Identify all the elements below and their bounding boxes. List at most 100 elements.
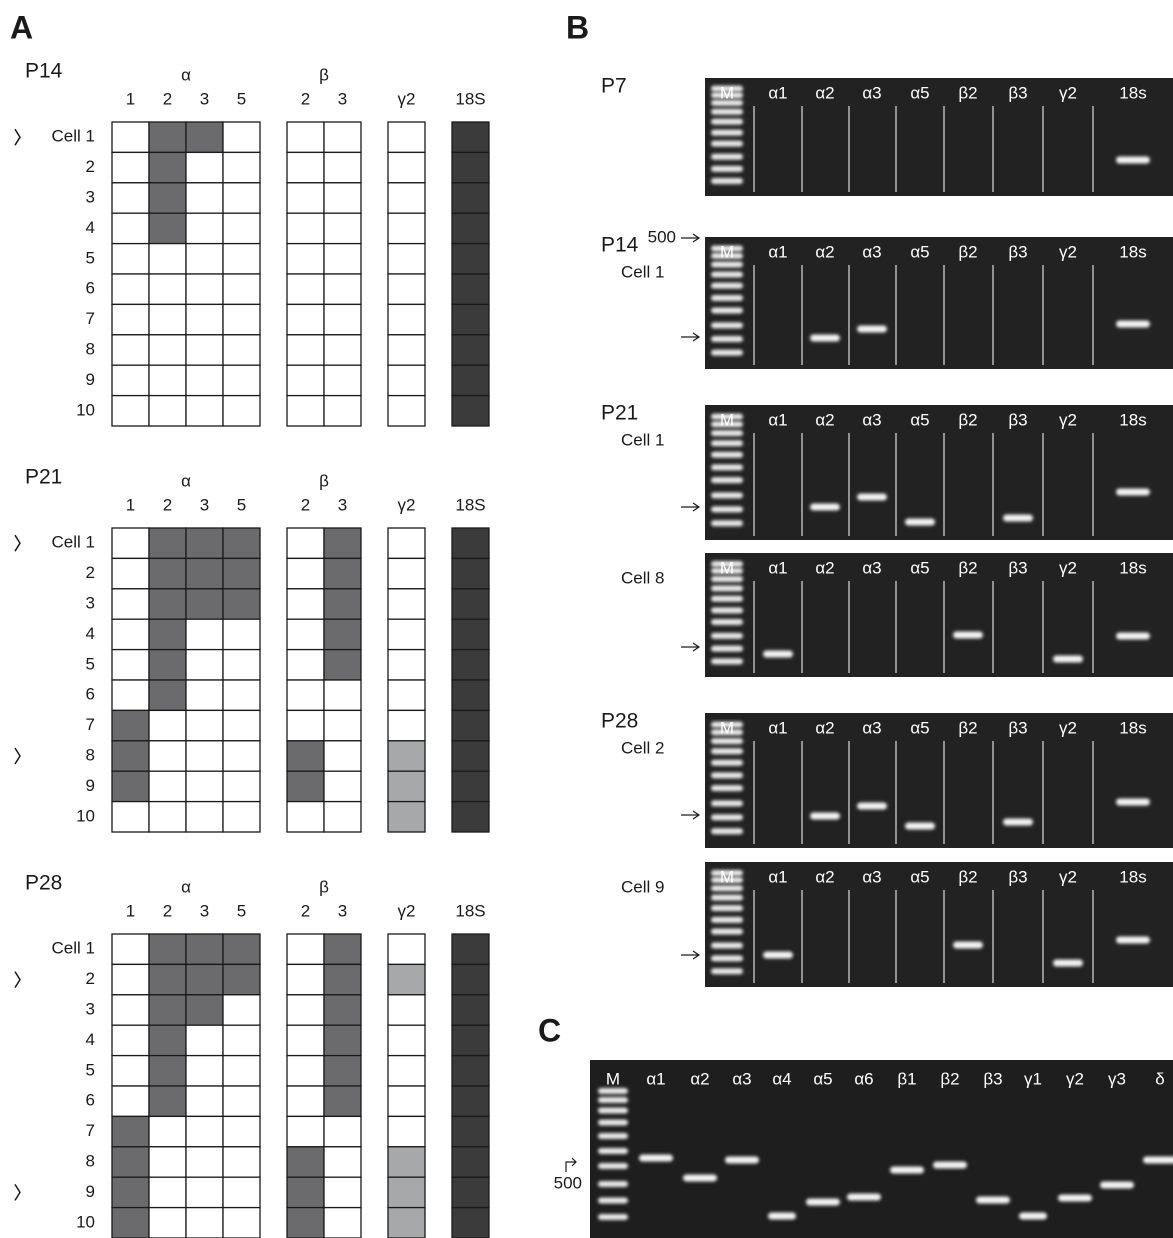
cell xyxy=(223,802,260,832)
cell xyxy=(324,680,361,710)
row-label: 4 xyxy=(86,218,95,237)
gel-band xyxy=(768,1213,796,1220)
cell xyxy=(287,1208,324,1238)
cell xyxy=(112,1086,149,1116)
cell xyxy=(388,558,425,588)
row-label: 6 xyxy=(86,279,95,298)
lane-label: γ2 xyxy=(1066,1069,1084,1088)
lane-label: γ1 xyxy=(1024,1069,1042,1088)
gel-band xyxy=(725,1157,759,1164)
cell xyxy=(452,274,489,304)
arrow xyxy=(681,333,699,341)
cell xyxy=(452,558,489,588)
cell xyxy=(324,213,361,243)
cell xyxy=(186,589,223,619)
ladder-band xyxy=(711,760,743,766)
cell xyxy=(388,152,425,182)
ladder-band xyxy=(711,109,743,115)
cell xyxy=(324,304,361,334)
lane-label: γ2 xyxy=(1059,83,1077,102)
cell xyxy=(324,741,361,771)
lane-label: M xyxy=(720,718,734,737)
cell xyxy=(223,710,260,740)
cell xyxy=(388,1116,425,1146)
panel-label: A xyxy=(10,9,33,45)
cell xyxy=(223,558,260,588)
lane-label: α1 xyxy=(768,558,787,577)
cell xyxy=(149,244,186,274)
column-label: 2 xyxy=(301,495,310,514)
cell xyxy=(223,1177,260,1207)
cell xyxy=(149,741,186,771)
cell xyxy=(324,335,361,365)
cell xyxy=(287,1025,324,1055)
ladder-band xyxy=(711,585,743,591)
cell xyxy=(452,122,489,152)
gel-band xyxy=(905,823,935,830)
cell xyxy=(388,335,425,365)
cell xyxy=(388,710,425,740)
cell xyxy=(186,1147,223,1177)
lane-label: β2 xyxy=(958,83,977,102)
row-label: 9 xyxy=(86,1182,95,1201)
cell xyxy=(149,365,186,395)
column-label: 1 xyxy=(126,901,135,920)
cell xyxy=(186,619,223,649)
cell xyxy=(388,244,425,274)
arrow xyxy=(681,811,699,819)
cell xyxy=(287,1177,324,1207)
ladder-band xyxy=(711,506,743,512)
cell xyxy=(149,1056,186,1086)
gel-title: P28 xyxy=(601,710,638,733)
lane-label: α1 xyxy=(646,1069,665,1088)
cell xyxy=(112,995,149,1025)
gel-band xyxy=(806,1199,840,1206)
ladder-band xyxy=(598,1214,628,1220)
cell xyxy=(388,1086,425,1116)
cell xyxy=(388,1025,425,1055)
cell xyxy=(452,995,489,1025)
cell xyxy=(388,802,425,832)
cell xyxy=(287,771,324,801)
row-label: 2 xyxy=(86,157,95,176)
column-label: 2 xyxy=(301,89,310,108)
lane-label: β3 xyxy=(983,1069,1002,1088)
ladder-band xyxy=(598,1181,628,1187)
gel-title: P7 xyxy=(601,75,627,98)
cell xyxy=(186,558,223,588)
column-label: 5 xyxy=(237,89,246,108)
column-label: 1 xyxy=(126,89,135,108)
cell xyxy=(186,528,223,558)
cell xyxy=(223,771,260,801)
cell xyxy=(149,619,186,649)
cell xyxy=(287,396,324,426)
cell xyxy=(112,1147,149,1177)
lane-label: α2 xyxy=(815,718,834,737)
group-label: β xyxy=(319,877,329,896)
size-label: 500 xyxy=(648,227,676,246)
row-label: 10 xyxy=(76,1212,95,1231)
column-label: 3 xyxy=(338,901,347,920)
lane-label: M xyxy=(720,867,734,886)
ladder-band xyxy=(711,141,743,147)
ladder-band xyxy=(711,178,743,184)
lane-label: α3 xyxy=(862,242,881,261)
ladder-band xyxy=(711,968,743,974)
ladder-band xyxy=(711,738,743,744)
cell xyxy=(287,1086,324,1116)
cell xyxy=(324,995,361,1025)
panel-label: C xyxy=(538,1012,561,1048)
ladder-band xyxy=(711,929,743,935)
column-label: 2 xyxy=(163,901,172,920)
cell xyxy=(388,589,425,619)
gel-band xyxy=(1058,1195,1092,1202)
cell xyxy=(452,528,489,558)
cell xyxy=(287,528,324,558)
gel-band xyxy=(1100,1182,1134,1189)
cell xyxy=(149,396,186,426)
cell xyxy=(112,1208,149,1238)
lane-label: α1 xyxy=(768,410,787,429)
cell xyxy=(186,365,223,395)
cell xyxy=(112,558,149,588)
gel-band xyxy=(1053,656,1083,663)
